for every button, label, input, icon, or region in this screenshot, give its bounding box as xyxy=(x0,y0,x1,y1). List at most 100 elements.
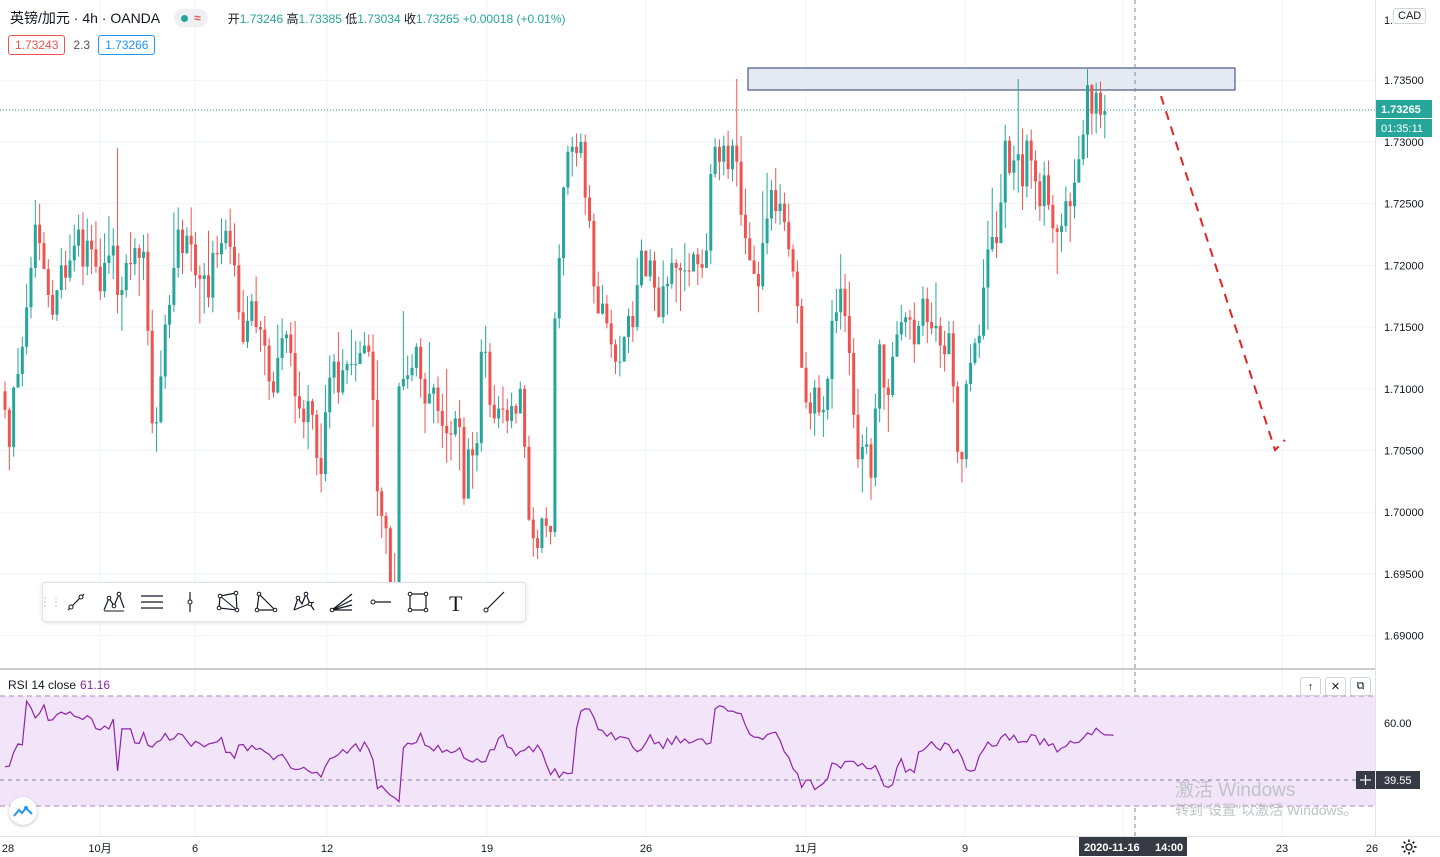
candle-body xyxy=(25,307,29,347)
sell-button[interactable]: 1.73243 xyxy=(8,35,66,55)
rsi-legend[interactable]: RSI 14 close 61.16 xyxy=(8,678,110,692)
candle xyxy=(752,245,756,275)
fib-fan-tool[interactable] xyxy=(323,583,361,621)
candle xyxy=(1042,161,1046,226)
rsi-add-button[interactable] xyxy=(1356,771,1375,789)
move-pane-up-icon[interactable]: ↑ xyxy=(1300,677,1321,696)
candle xyxy=(704,233,708,268)
time-axis-labels: 28 10月 6 12 19 26 11月 9 23 26 xyxy=(2,843,1378,855)
candle xyxy=(129,232,133,281)
candle xyxy=(583,134,587,215)
time-tick-label: 28 xyxy=(2,843,14,855)
close-pane-icon[interactable]: ✕ xyxy=(1325,677,1346,696)
candle xyxy=(891,341,895,398)
candle xyxy=(1081,119,1085,166)
trade-prices: 1.73243 2.3 1.73266 xyxy=(8,35,156,55)
candle-body xyxy=(328,377,332,413)
candle-body xyxy=(640,250,644,286)
candle xyxy=(163,314,167,389)
vertical-line-tool[interactable] xyxy=(171,583,209,621)
candle-body xyxy=(462,427,466,499)
candle-body xyxy=(388,528,392,584)
candle xyxy=(436,376,440,424)
drag-handle-icon[interactable]: ⋮⋮ xyxy=(39,595,62,609)
candle xyxy=(873,393,877,487)
candle xyxy=(137,244,141,297)
candle-body xyxy=(1086,85,1089,135)
candle xyxy=(990,187,994,252)
candle-body xyxy=(254,301,258,328)
candle xyxy=(388,525,392,589)
candle-body xyxy=(748,238,752,261)
candle xyxy=(661,260,665,324)
candle-body xyxy=(228,230,232,247)
candle-body xyxy=(1012,160,1016,173)
candle-body xyxy=(29,267,33,308)
text-tool[interactable]: T xyxy=(437,583,475,621)
currency-button[interactable]: CAD xyxy=(1393,8,1427,24)
candle xyxy=(241,290,245,345)
candle-body xyxy=(713,146,717,175)
candle xyxy=(107,216,111,275)
xabcd-pattern-tool[interactable] xyxy=(95,583,133,621)
candle-body xyxy=(258,327,262,330)
resistance-zone[interactable] xyxy=(747,67,1236,91)
candle xyxy=(81,212,85,286)
candle xyxy=(505,398,509,434)
candle-body xyxy=(925,298,929,323)
candle xyxy=(120,276,124,331)
candle-body xyxy=(215,253,219,255)
candle xyxy=(189,207,193,272)
symbol-title[interactable]: 英镑/加元 · 4h · OANDA xyxy=(10,10,161,26)
horizontal-ray-tool[interactable] xyxy=(361,583,399,621)
candle-body xyxy=(739,161,743,215)
fib-fan-icon xyxy=(329,593,353,613)
head-shoulders-tool[interactable] xyxy=(285,583,323,621)
candle-body xyxy=(142,251,146,258)
candle xyxy=(237,253,241,320)
candle-body xyxy=(657,287,661,318)
candle-body xyxy=(103,262,107,292)
candle xyxy=(813,380,817,436)
candle xyxy=(7,407,11,471)
change-value: +0.00018 (+0.01%) xyxy=(462,11,566,26)
candle-body xyxy=(1029,140,1033,161)
market-status-badge[interactable]: ≈ xyxy=(174,9,208,27)
crosshair-date: 2020-11-16 xyxy=(1084,842,1140,854)
candle-body xyxy=(782,203,786,223)
candle xyxy=(1003,124,1007,229)
candle xyxy=(566,145,570,196)
candle xyxy=(207,230,211,308)
candle xyxy=(778,183,782,225)
candle xyxy=(635,257,639,331)
tradingview-logo-icon[interactable] xyxy=(9,797,37,825)
candle xyxy=(1060,213,1064,252)
maximize-pane-icon[interactable]: ⧉ xyxy=(1350,677,1371,696)
candle xyxy=(371,334,375,428)
candle-body xyxy=(475,443,479,456)
candle-body xyxy=(670,262,674,284)
buy-button[interactable]: 1.73266 xyxy=(98,35,156,55)
candle-body xyxy=(181,229,185,254)
candle-body xyxy=(969,362,973,384)
candle-body xyxy=(518,388,522,414)
candle xyxy=(497,396,501,429)
trend-line-tool[interactable] xyxy=(57,583,95,621)
ray-tool[interactable] xyxy=(475,583,513,621)
rectangle-polygon-tool[interactable] xyxy=(209,583,247,621)
triangle-tool[interactable] xyxy=(247,583,285,621)
candle-body xyxy=(68,260,72,278)
gear-icon[interactable] xyxy=(1400,838,1418,856)
candle-body xyxy=(1051,204,1055,229)
rsi-line xyxy=(4,699,1114,803)
candle-body xyxy=(999,202,1003,244)
candle-body xyxy=(627,315,631,337)
candle-body xyxy=(198,275,202,279)
candle-body xyxy=(769,190,773,219)
horizontal-lines-tool[interactable] xyxy=(133,583,171,621)
candle xyxy=(258,320,262,352)
forecast-arrow[interactable] xyxy=(1160,95,1286,452)
rectangle-tool[interactable] xyxy=(399,583,437,621)
candle xyxy=(644,250,648,277)
